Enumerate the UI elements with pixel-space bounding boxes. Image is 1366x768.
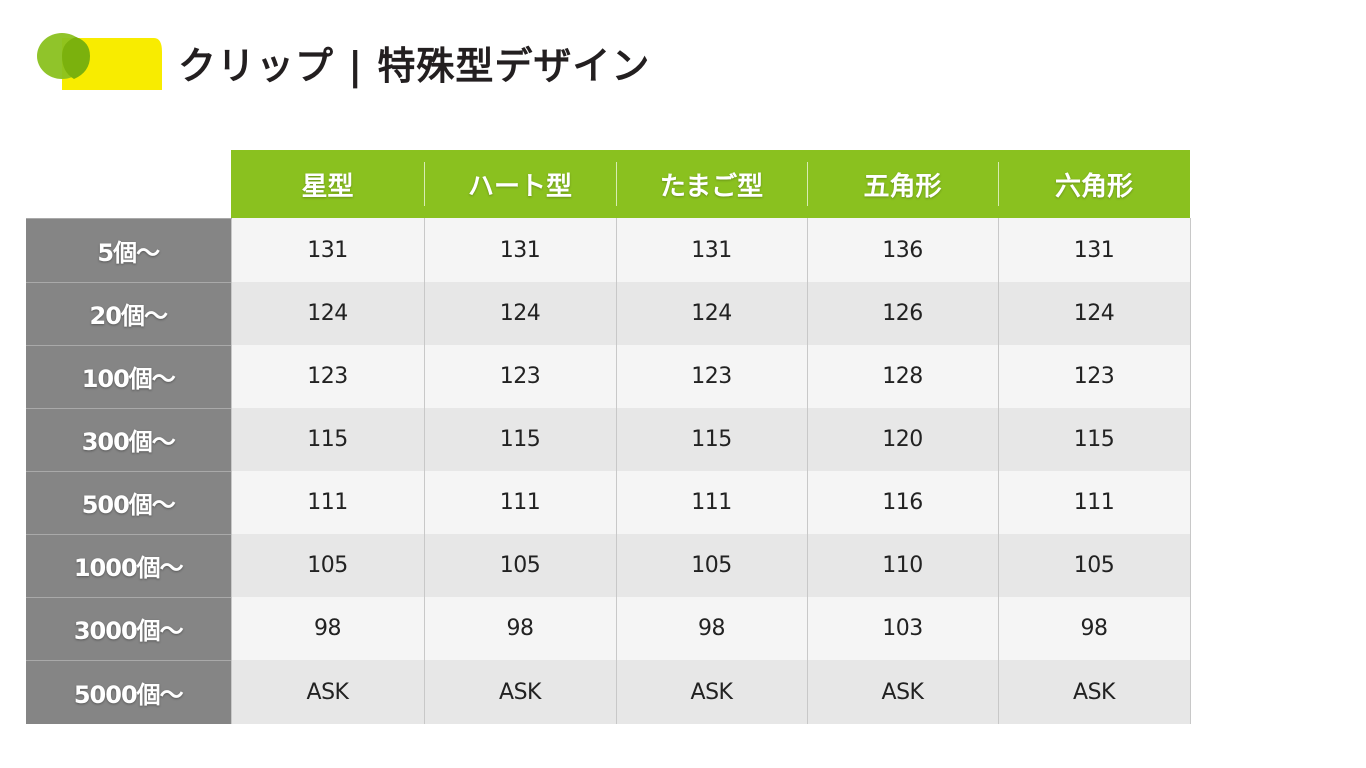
price-cell: 111 — [997, 471, 1191, 534]
price-cell: 136 — [806, 218, 998, 282]
price-cell: 111 — [423, 471, 616, 534]
row-header: 5000個〜 — [26, 659, 231, 724]
column-header: 星型 — [231, 150, 424, 218]
row-header: 500個〜 — [26, 470, 231, 534]
price-cell: 124 — [230, 282, 424, 345]
price-cell: 116 — [806, 471, 998, 534]
table-row: 300個〜 115 115 115 120 115 — [26, 407, 1191, 471]
table-row: 100個〜 123 123 123 128 123 — [26, 344, 1191, 408]
table-header-row: 星型 ハート型 たまご型 五角形 六角形 — [26, 150, 1190, 218]
table-row: 3000個〜 98 98 98 103 98 — [26, 596, 1191, 660]
price-cell: 115 — [230, 408, 424, 471]
price-cell: 105 — [997, 534, 1191, 597]
price-table: 星型 ハート型 たまご型 五角形 六角形 5個〜 131 131 131 136… — [26, 150, 1191, 724]
price-cell: 124 — [615, 282, 807, 345]
column-header: たまご型 — [616, 150, 807, 218]
row-header: 300個〜 — [26, 407, 231, 471]
price-cell: 124 — [423, 282, 616, 345]
price-cell: 105 — [423, 534, 616, 597]
price-cell: 115 — [423, 408, 616, 471]
price-cell: 120 — [806, 408, 998, 471]
price-cell: 111 — [230, 471, 424, 534]
page-title: クリップ | 特殊型デザイン — [178, 44, 651, 88]
price-cell: 105 — [615, 534, 807, 597]
column-header: 六角形 — [998, 150, 1190, 218]
table-row: 500個〜 111 111 111 116 111 — [26, 470, 1191, 534]
price-cell: 110 — [806, 534, 998, 597]
price-cell: 105 — [230, 534, 424, 597]
table-row: 1000個〜 105 105 105 110 105 — [26, 533, 1191, 597]
row-header: 3000個〜 — [26, 596, 231, 660]
price-cell: 115 — [615, 408, 807, 471]
price-cell: ASK — [230, 660, 424, 724]
column-header: ハート型 — [424, 150, 616, 218]
price-cell: 115 — [997, 408, 1191, 471]
price-cell: 131 — [423, 218, 616, 282]
table-row: 20個〜 124 124 124 126 124 — [26, 281, 1191, 345]
price-cell: 131 — [230, 218, 424, 282]
price-cell: 128 — [806, 345, 998, 408]
row-header: 1000個〜 — [26, 533, 231, 597]
price-cell: 124 — [997, 282, 1191, 345]
row-header: 100個〜 — [26, 344, 231, 408]
price-cell: 103 — [806, 597, 998, 660]
row-header: 5個〜 — [26, 217, 231, 282]
price-cell: ASK — [615, 660, 807, 724]
price-cell: 98 — [997, 597, 1191, 660]
price-cell: 126 — [806, 282, 998, 345]
row-header: 20個〜 — [26, 281, 231, 345]
price-cell: 98 — [615, 597, 807, 660]
price-cell: 131 — [997, 218, 1191, 282]
price-cell: 131 — [615, 218, 807, 282]
price-cell: 98 — [423, 597, 616, 660]
price-cell: 123 — [997, 345, 1191, 408]
price-cell: 98 — [230, 597, 424, 660]
price-cell: 123 — [230, 345, 424, 408]
price-cell: ASK — [997, 660, 1191, 724]
price-cell: ASK — [806, 660, 998, 724]
price-cell: ASK — [423, 660, 616, 724]
price-cell: 123 — [423, 345, 616, 408]
table-row: 5000個〜 ASK ASK ASK ASK ASK — [26, 659, 1191, 724]
price-cell: 123 — [615, 345, 807, 408]
logo-mark — [37, 33, 162, 90]
table-corner — [26, 150, 231, 218]
table-row: 5個〜 131 131 131 136 131 — [26, 217, 1191, 282]
column-header: 五角形 — [807, 150, 998, 218]
price-cell: 111 — [615, 471, 807, 534]
